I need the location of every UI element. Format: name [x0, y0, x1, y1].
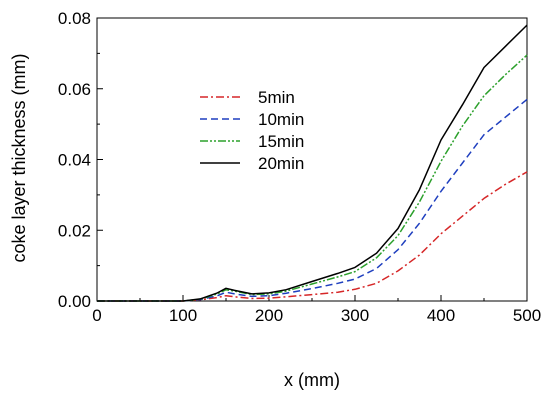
x-axis-title: x (mm)	[284, 370, 340, 390]
x-tick-label: 400	[427, 306, 455, 325]
y-tick-label: 0.04	[58, 151, 91, 170]
y-tick-label: 0.00	[58, 292, 91, 311]
x-tick-label: 300	[341, 306, 369, 325]
legend: 5min 10min 15min 20min	[200, 88, 304, 173]
legend-label: 10min	[258, 110, 304, 129]
series-line-10min	[97, 98, 528, 302]
tick-group: 0 100 200 300 400 500 0.00 0.02 0.04 0.06 0.08	[58, 9, 541, 325]
y-tick-label: 0.06	[58, 80, 91, 99]
series-line-15min	[97, 54, 528, 302]
legend-label: 15min	[258, 132, 304, 151]
x-tick-label: 500	[513, 306, 541, 325]
y-axis-title-group: coke layer thickness (mm)	[9, 53, 29, 262]
y-tick-label: 0.08	[58, 9, 91, 28]
plot-frame	[96, 17, 528, 302]
x-tick-label: 100	[169, 306, 197, 325]
x-tick-label: 0	[92, 306, 101, 325]
legend-label: 5min	[258, 88, 295, 107]
y-axis-title: coke layer thickness (mm)	[9, 53, 29, 262]
legend-label: 20min	[258, 154, 304, 173]
series-group	[97, 24, 528, 302]
y-tick-label: 0.02	[58, 221, 91, 240]
x-tick-label: 200	[255, 306, 283, 325]
series-line-20min	[97, 24, 528, 302]
series-line-5min	[97, 171, 528, 302]
